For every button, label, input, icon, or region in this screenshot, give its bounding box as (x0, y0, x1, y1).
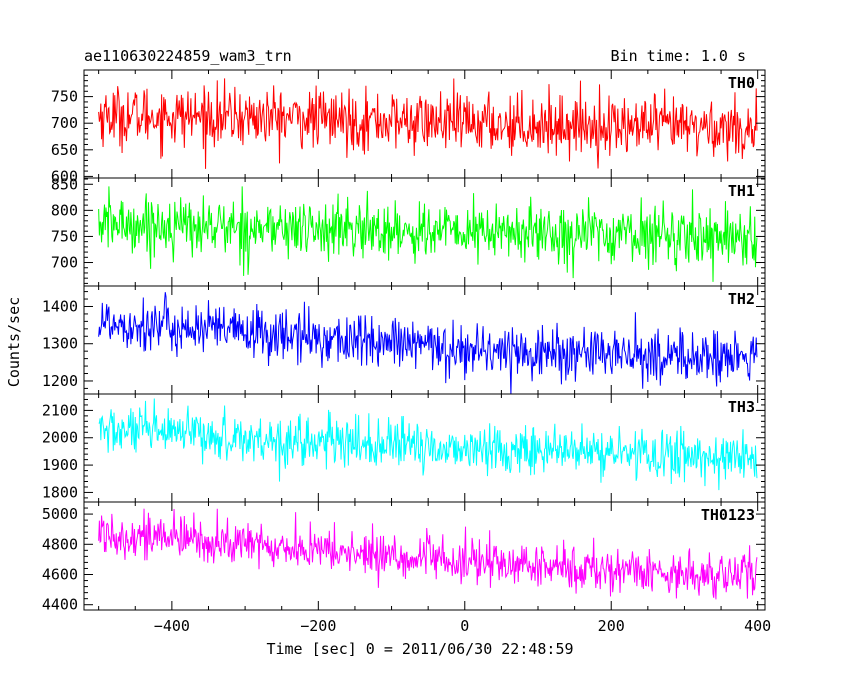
y-tick-label: 750 (51, 88, 78, 106)
y-tick-label: 2000 (42, 429, 78, 447)
panels-group: 600 650 700 750 TH0 700 750 800 850 TH1 1200 1300 14… (42, 69, 766, 614)
y-tick-label: 800 (51, 201, 78, 219)
series-line-th1 (98, 186, 758, 282)
series-line-th0123 (98, 508, 758, 600)
panel-th1: 700 750 800 850 TH1 (51, 175, 766, 287)
panel-label: TH2 (728, 290, 755, 308)
panel-label: TH1 (728, 182, 755, 200)
y-tick-label: 1400 (42, 297, 78, 315)
y-tick-label: 700 (51, 114, 78, 132)
x-tick-label: 200 (598, 617, 625, 635)
y-tick-label: 700 (51, 254, 78, 272)
panel-label: TH0123 (701, 506, 755, 524)
y-tick-label: 650 (51, 141, 78, 159)
figure-title: ae110630224859_wam3_trn (84, 47, 292, 65)
y-tick-label: 4800 (42, 535, 78, 553)
x-tick-label: 0 (460, 617, 469, 635)
panel-th0: 600 650 700 750 TH0 (51, 69, 766, 185)
y-tick-label: 1200 (42, 372, 78, 390)
y-tick-label: 2100 (42, 401, 78, 419)
x-tick-label: 400 (744, 617, 771, 635)
panel-th2: 1200 1300 1400 TH2 (42, 285, 766, 395)
y-tick-label: 750 (51, 227, 78, 245)
series-line-th0 (98, 78, 758, 169)
y-tick-label: 4400 (42, 596, 78, 614)
y-tick-label: 850 (51, 175, 78, 193)
y-tick-label: 1800 (42, 483, 78, 501)
panel-th3: 1800 1900 2000 2100 TH3 (42, 393, 766, 503)
series-line-th3 (98, 398, 758, 491)
y-tick-label: 4600 (42, 566, 78, 584)
panel-label: TH0 (728, 74, 755, 92)
y-axis-label: Counts/sec (5, 297, 23, 387)
x-axis: −400 −200 0 200 400 (154, 617, 771, 635)
x-tick-label: −400 (154, 617, 190, 635)
bin-time-label: Bin time: 1.0 s (611, 47, 746, 65)
x-tick-label: −200 (300, 617, 336, 635)
y-tick-label: 600 (51, 167, 78, 185)
x-axis-label: Time [sec] 0 = 2011/06/30 22:48:59 (266, 640, 573, 658)
series-line-th2 (98, 292, 758, 394)
y-tick-label: 5000 (42, 505, 78, 523)
panel-th0123: 4400 4600 4800 5000 TH0123 (42, 501, 766, 614)
y-tick-label: 1900 (42, 456, 78, 474)
panel-label: TH3 (728, 398, 755, 416)
y-tick-label: 1300 (42, 335, 78, 353)
